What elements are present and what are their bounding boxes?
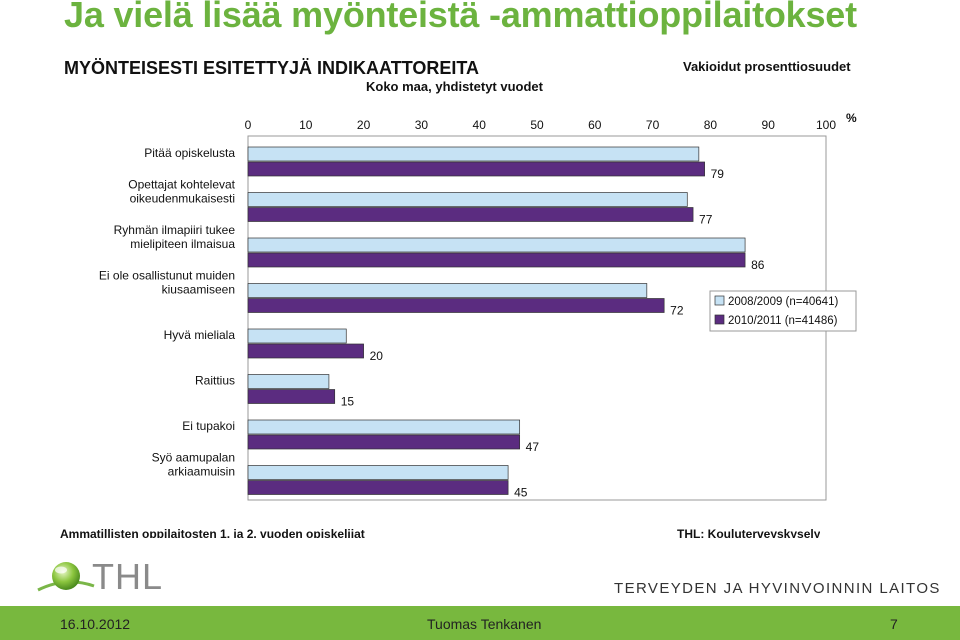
legend-box [709, 290, 857, 332]
bar-series-2 [247, 161, 705, 177]
category-label: kiusaamiseen [162, 283, 235, 297]
category-label: Ei ole osallistunut muiden [99, 269, 235, 283]
bar-series-1 [247, 374, 330, 389]
slide-title: Ja vielä lisää myönteistä -ammattioppila… [64, 0, 857, 35]
x-tick-label: 0 [245, 118, 252, 132]
bar-series-2 [247, 389, 336, 404]
category-label: Ryhmän ilmapiiri tukee [114, 223, 236, 237]
bar-series-1 [247, 237, 746, 253]
x-tick-label: 100 [816, 118, 836, 132]
organization-name: TERVEYDEN JA HYVINVOINNIN LAITOS [614, 580, 941, 597]
footer-date: 16.10.2012 [60, 616, 131, 632]
category-label: arkiaamuisin [168, 465, 235, 479]
bar-series-2 [247, 207, 694, 222]
x-tick-label: 10 [299, 118, 313, 132]
footer-author: Tuomas Tenkanen [427, 616, 542, 632]
category-label: Raittius [195, 374, 235, 388]
x-tick-label: 80 [704, 118, 718, 132]
legend-swatch [714, 295, 725, 306]
category-label: Pitää opiskelusta [144, 146, 235, 160]
data-label: 77 [699, 213, 713, 227]
category-label: Opettajat kohtelevat [128, 178, 235, 192]
bar-series-2 [247, 252, 746, 268]
x-tick-label: 60 [588, 118, 602, 132]
bar-series-1 [247, 328, 347, 344]
data-label: 86 [751, 258, 765, 272]
chart-note: Vakioidut prosenttiosuudet [683, 59, 851, 74]
bar-series-1 [247, 146, 700, 162]
bar-series-2 [247, 298, 665, 313]
chart-subtitle: Koko maa, yhdistetyt vuodet [366, 79, 543, 94]
bar-series-1 [247, 465, 509, 480]
category-label: Syö aamupalan [152, 451, 235, 465]
x-tick-label: 30 [415, 118, 429, 132]
footer-bar: 16.10.2012 Tuomas Tenkanen 7 [0, 606, 960, 640]
chart-source-left: Ammatillisten oppilaitosten 1. ja 2. vuo… [60, 527, 365, 538]
category-label: oikeudenmukaisesti [130, 192, 235, 206]
bar-series-1 [247, 419, 521, 435]
axis-unit-label: % [846, 111, 857, 125]
legend-entry: 2010/2011 (n=41486) [728, 315, 838, 327]
chart-title: MYÖNTEISESTI ESITETTYJÄ INDIKAATTOREITA [64, 58, 480, 78]
data-label: 47 [526, 440, 540, 454]
data-label: 72 [670, 304, 684, 318]
bar-series-2 [247, 434, 521, 450]
bar-series-2 [247, 480, 509, 495]
legend-entry: 2008/2009 (n=40641) [728, 296, 838, 308]
bar-series-2 [247, 343, 364, 359]
x-tick-label: 40 [473, 118, 487, 132]
legend-swatch [714, 314, 725, 325]
thl-logo-text: THL [92, 556, 164, 597]
data-label: 79 [711, 167, 725, 181]
data-label: 20 [370, 349, 384, 363]
thl-logo-icon [37, 562, 95, 592]
bar-series-1 [247, 192, 688, 207]
chart-source-right: THL: Kouluterveyskysely [677, 527, 821, 538]
bar-series-1 [247, 283, 648, 298]
category-label: Ei tupakoi [182, 419, 235, 433]
footer-page-number: 7 [890, 616, 898, 632]
x-tick-label: 20 [357, 118, 371, 132]
category-label: Hyvä mieliala [164, 328, 236, 342]
data-label: 15 [341, 395, 355, 409]
x-tick-label: 50 [530, 118, 544, 132]
data-label: 45 [514, 486, 528, 500]
x-tick-label: 90 [762, 118, 776, 132]
x-tick-label: 70 [646, 118, 660, 132]
category-label: mielipiteen ilmaisua [130, 237, 235, 251]
bar-chart: 0 10 20 30 40 50 60 70 80 90 100 % 79 Pitää opiskelus… [99, 111, 857, 501]
